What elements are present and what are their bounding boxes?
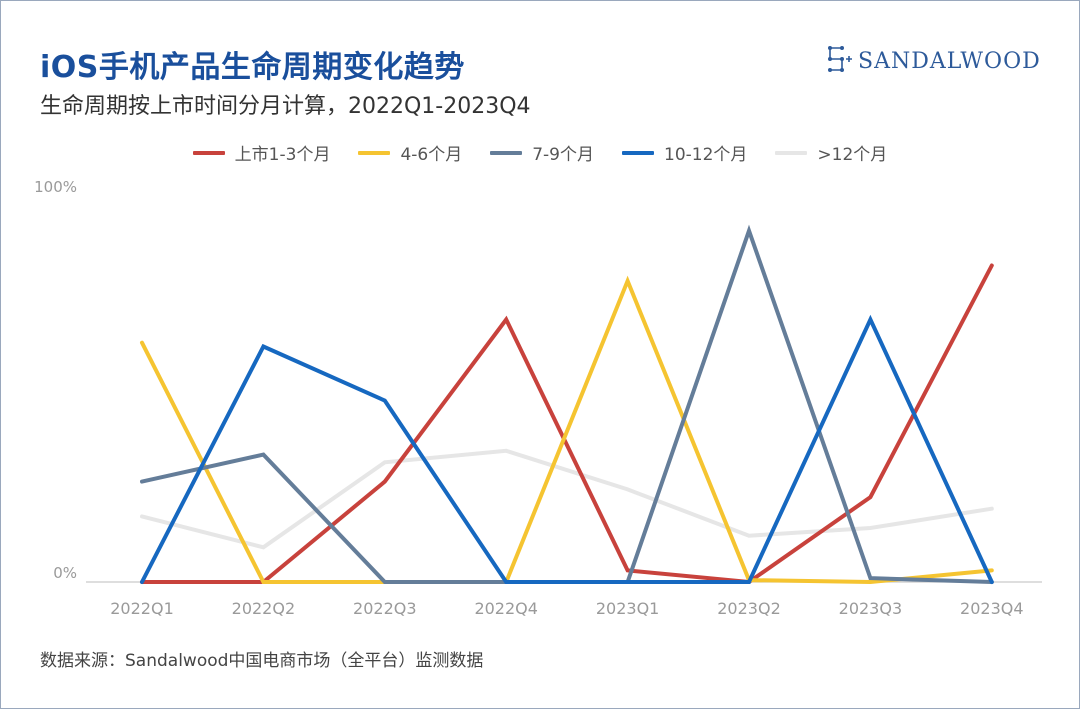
data-source-note: 数据来源：Sandalwood中国电商市场（全平台）监测数据 [40, 651, 484, 671]
legend-label: 4-6个月 [400, 145, 463, 165]
legend-item: 7-9个月 [490, 140, 594, 165]
legend-label: 上市1-3个月 [234, 145, 331, 165]
x-tick-label: 2022Q1 [110, 599, 174, 618]
legend-swatch [192, 150, 225, 155]
x-axis-ticks: 2022Q1 2022Q2 2022Q3 2022Q4 2023Q1 2023Q2 2023… [110, 599, 1023, 618]
page-subtitle: 生命周期按上市时间分月计算，2022Q1-2023Q4 [40, 94, 531, 119]
x-tick-label: 2023Q1 [596, 599, 660, 618]
y-tick-label: 0% [53, 564, 77, 582]
legend-swatch [490, 150, 523, 155]
brand-name: SANDALWOOD [858, 48, 1041, 74]
page-title: iOS手机产品生命周期变化趋势 [40, 50, 465, 85]
legend-swatch [622, 150, 655, 155]
x-tick-label: 2023Q2 [717, 599, 781, 618]
x-tick-label: 2023Q3 [839, 599, 903, 618]
legend-item: 4-6个月 [358, 140, 462, 165]
legend-item: 10-12个月 [622, 140, 747, 165]
legend-item: >12个月 [775, 140, 887, 165]
legend-label: >12个月 [817, 145, 888, 165]
x-tick-label: 2023Q4 [960, 599, 1024, 618]
legend-swatch [358, 150, 391, 155]
series-line [140, 275, 994, 585]
x-tick-label: 2022Q2 [232, 599, 296, 618]
series-line [140, 448, 994, 550]
chart-series [140, 224, 994, 585]
series-line [140, 314, 994, 584]
y-tick-label: 100% [34, 178, 77, 196]
chart-axes: 100% 0% [34, 178, 1042, 583]
legend-swatch [775, 150, 808, 155]
legend-label: 7-9个月 [532, 145, 595, 165]
sandalwood-logo-icon [826, 44, 854, 78]
x-tick-label: 2022Q3 [353, 599, 417, 618]
legend-item: 上市1-3个月 [192, 140, 331, 165]
series-line [140, 263, 994, 585]
chart-legend: 上市1-3个月 4-6个月 7-9个月 10-12个月 >12个月 [0, 140, 1080, 165]
x-tick-label: 2022Q4 [474, 599, 538, 618]
brand-logo: SANDALWOOD [826, 44, 1041, 78]
line-chart: 100%0% 2022Q1 2022Q2 2022Q3 2022Q4 2023Q1 202… [34, 178, 1042, 618]
legend-label: 10-12个月 [664, 145, 748, 165]
